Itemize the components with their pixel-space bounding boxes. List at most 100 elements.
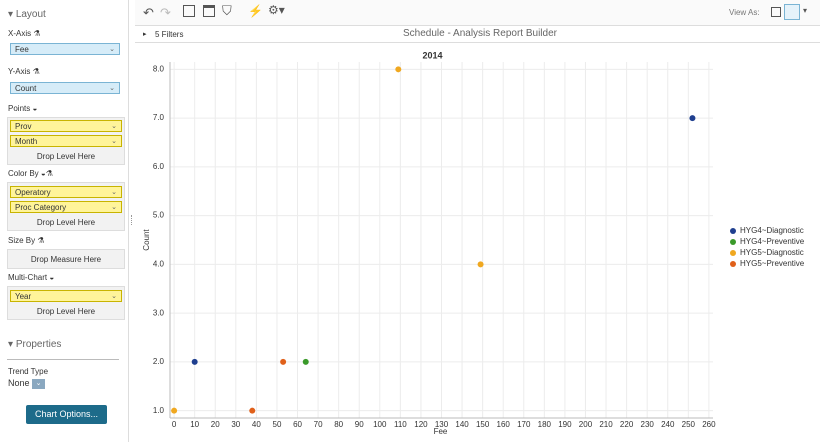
multi-chart-text: Multi-Chart [8,273,48,282]
x-tick-label: 120 [414,420,428,429]
y-tick-label: 2.0 [153,357,165,366]
size-by-box: Drop Measure Here [7,249,125,269]
layout-title: Layout [15,9,46,20]
divider [7,359,119,360]
color-by-label: Color By ◒⚗ [8,169,53,178]
layout-header[interactable]: ▾ Layout [8,9,46,20]
color-by-field[interactable]: Operatory ⌄ [10,186,122,198]
legend-marker [730,239,736,245]
x-axis-label: X-Axis ⚗ [8,29,41,38]
filter-bar: ▸ 5 Filters Schedule - Analysis Report B… [135,26,820,43]
points-field[interactable]: Month ⌄ [10,135,122,147]
chart-view-button[interactable] [784,4,800,20]
color-by-field[interactable]: Proc Category ⌄ [10,201,122,213]
table-button[interactable] [203,5,215,17]
legend-marker [730,261,736,267]
properties-header[interactable]: ▾ Properties [8,339,62,350]
x-tick-label: 20 [211,420,220,429]
point [191,358,198,365]
trend-type-text: None [8,378,30,388]
x-tick-label: 220 [620,420,634,429]
y-tick-label: 5.0 [153,211,165,220]
x-tick-label: 130 [435,420,449,429]
x-tick-label: 160 [497,420,511,429]
x-tick-label: 260 [702,420,716,429]
x-tick-label: 190 [558,420,572,429]
y-tick-label: 3.0 [153,308,165,317]
color-by-drop: Drop Level Here [36,218,96,227]
size-by-drop: Drop Measure Here [30,255,102,264]
y-axis-field[interactable]: Count ⌄ [10,82,120,94]
point [395,66,402,73]
x-tick-label: 210 [599,420,613,429]
y-tick-label: 6.0 [153,162,165,171]
multi-chart-field[interactable]: Year ⌄ [10,290,122,302]
color-by-text: Color By [8,169,39,178]
filters-label[interactable]: 5 Filters [155,30,184,39]
size-by-label: Size By ⚗ [8,236,45,245]
points-drop: Drop Level Here [36,152,96,161]
x-tick-label: 100 [373,420,387,429]
x-tick-label: 250 [682,420,696,429]
x-axis-value: Fee [15,45,29,54]
points-text: Points [8,104,31,113]
x-axis-field[interactable]: Fee ⌄ [10,43,120,55]
y-tick-label: 8.0 [153,64,165,73]
x-tick-label: 110 [394,420,407,429]
legend-label: HYG5~Diagnostic [740,248,804,257]
y-axis-title: Count [142,229,151,251]
x-tick-label: 60 [293,420,302,429]
chart-options-button[interactable]: Chart Options... [26,405,107,424]
point [280,358,287,365]
x-tick-label: 240 [661,420,675,429]
y-tick-label: 7.0 [153,113,165,122]
color-by-value: Proc Category [15,203,67,212]
point [477,261,484,268]
points-field[interactable]: Prov ⌄ [10,120,122,132]
toolbar: ↶ ↷ ⛉ ⚡ ⚙▾ View As: ▾ [135,0,820,26]
chart-type-button[interactable]: ⚡ [248,4,263,18]
color-by-value: Operatory [15,188,51,197]
multi-chart-drop: Drop Level Here [36,307,96,316]
points-value: Prov [15,122,32,131]
x-tick-label: 90 [355,420,364,429]
redo-button[interactable]: ↷ [160,5,171,20]
trend-type-value[interactable]: None ⌄ [8,378,46,389]
splitter[interactable] [131,215,135,225]
points-value: Month [15,137,38,146]
x-tick-label: 230 [641,420,655,429]
x-tick-label: 70 [314,420,323,429]
x-tick-label: 10 [190,420,199,429]
x-axis-text: X-Axis [8,29,32,38]
x-tick-label: 140 [455,420,469,429]
y-axis-label: Y-Axis ⚗ [8,67,40,76]
undo-button[interactable]: ↶ [143,5,154,20]
layout-button[interactable] [183,5,195,17]
y-tick-label: 1.0 [153,406,165,415]
legend-marker [730,250,736,256]
points-label: Points ◒ [8,104,38,113]
settings-button[interactable]: ⚙▾ [268,3,285,17]
chart-title: 2014 [422,50,442,60]
point [249,407,256,414]
view-dropdown[interactable]: ▾ [803,6,808,15]
properties-title: Properties [15,339,62,350]
grid-view-button[interactable] [771,7,781,17]
filter-toggle[interactable]: ▸ [143,31,147,38]
y-tick-label: 4.0 [153,259,165,268]
legend-label: HYG5~Preventive [740,259,805,268]
x-tick-label: 50 [273,420,282,429]
x-tick-label: 40 [252,420,261,429]
view-as-label: View As: [729,8,760,17]
filter-button[interactable]: ⛉ [222,3,232,18]
legend-label: HYG4~Diagnostic [740,226,804,235]
x-tick-label: 180 [538,420,552,429]
size-by-text: Size By [8,236,36,245]
point [689,115,696,122]
x-tick-label: 30 [231,420,240,429]
x-axis-title: Fee [434,427,448,436]
x-tick-label: 200 [579,420,593,429]
point [302,358,309,365]
